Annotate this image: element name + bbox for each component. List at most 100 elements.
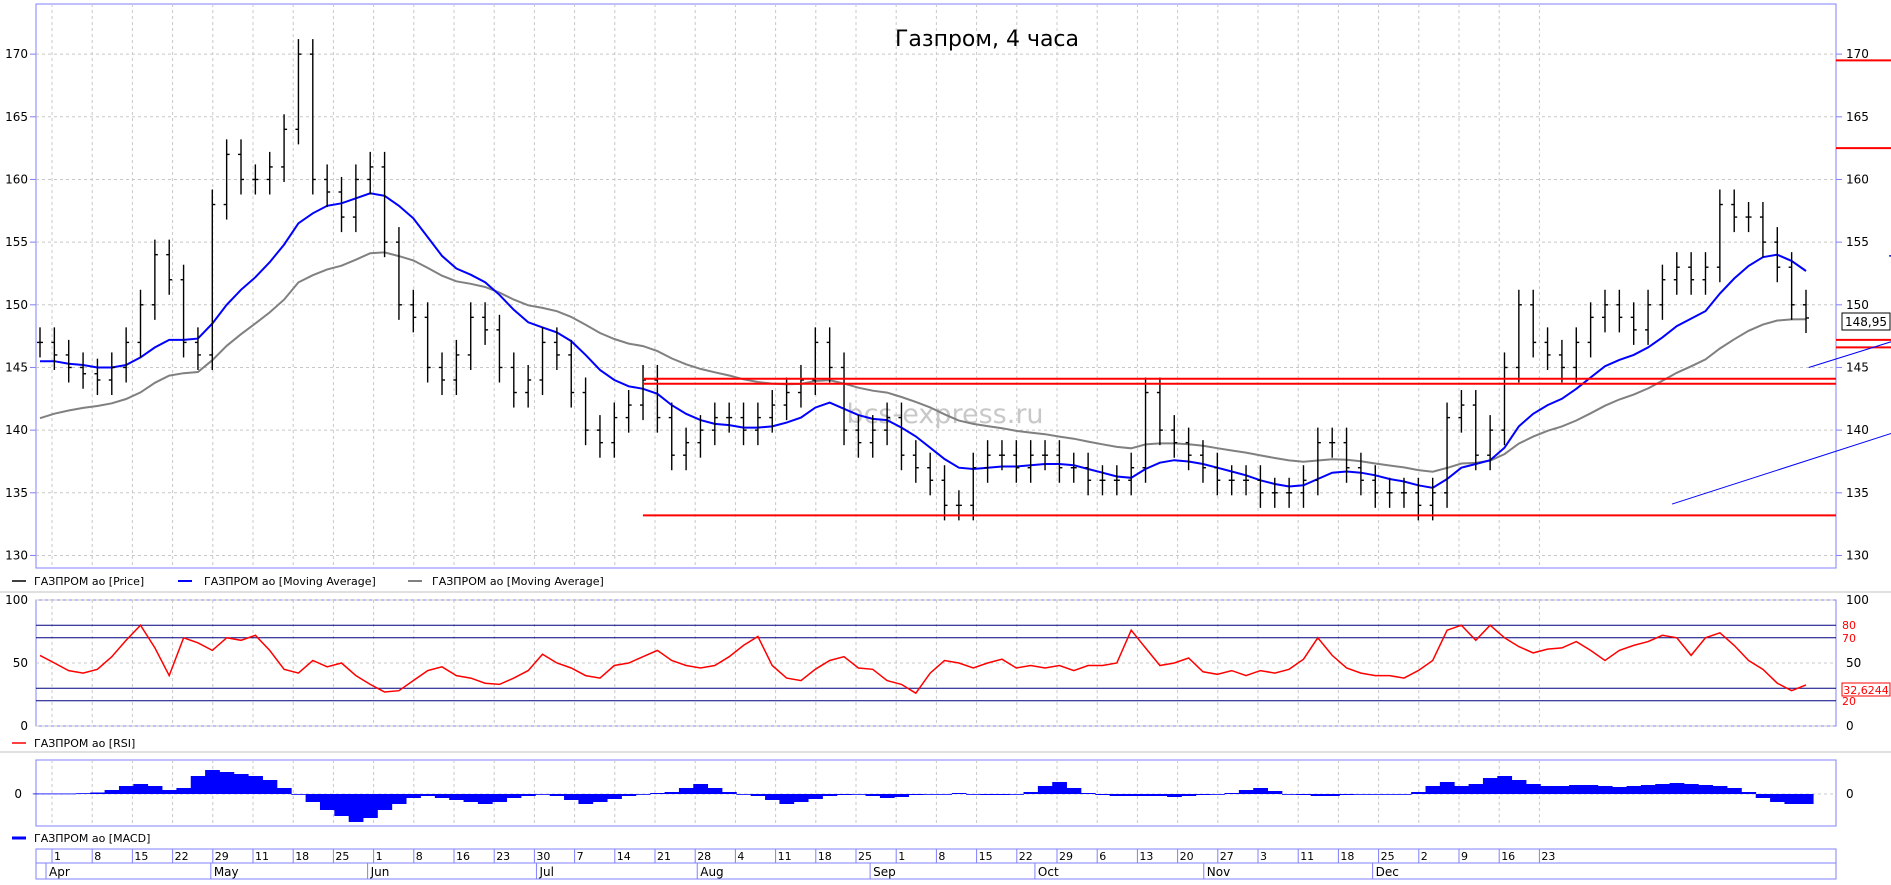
date-day-label: 30 [536,850,550,863]
price-bar [797,364,804,408]
date-month-label: Aug [700,865,723,879]
price-bar [1142,377,1149,483]
legend-price: ГАЗПРОМ ао [Price] [34,575,144,588]
legend-ma-slow: ГАЗПРОМ ао [Moving Average] [432,575,604,588]
macd-bar [1037,786,1053,794]
macd-bar [793,794,809,802]
price-bar [683,427,690,471]
macd-bar [1727,788,1742,794]
price-bar [1616,289,1623,333]
price-bar [1587,302,1594,358]
rsi-ytick-left: 0 [20,719,28,733]
price-bar [855,415,862,458]
price-bar [1199,440,1206,483]
price-bar [338,176,345,233]
macd-bar [1425,786,1441,794]
price-ytick-left: 150 [5,298,28,312]
macd-bar [291,794,307,795]
price-bar [625,390,632,433]
macd-bar [1712,786,1728,794]
macd-bar [1281,794,1297,795]
macd-bar [1669,783,1685,794]
price-bar [769,390,776,433]
price-bar [1415,477,1422,521]
macd-bar [1612,787,1627,794]
date-axis-months: Apr May Jun Jul Aug Sep Oct Nov Dec [45,863,1399,879]
date-day-label: 22 [1019,850,1033,863]
date-day-label: 15 [134,850,148,863]
ma-fast-line [40,192,1807,489]
price-bar [553,327,560,370]
price-bar [1788,252,1795,320]
price-ytick-right: 165 [1846,110,1869,124]
price-bar [1745,202,1752,233]
price-bar [1774,227,1781,283]
macd-bar [851,794,866,795]
price-bar [1601,289,1608,333]
macd-bar [363,794,378,818]
price-bar [740,402,747,446]
price-bar [1056,440,1063,483]
macd-bar [1023,792,1039,794]
price-bar [123,327,130,383]
macd-bar [47,793,62,795]
date-day-label: 16 [1501,850,1515,863]
macd-bar [908,794,924,795]
macd-bar [61,793,77,795]
macd-bar [104,790,120,794]
macd-bar [406,794,421,798]
price-bar [467,302,474,370]
price-bar [1515,289,1522,383]
macd-bar [205,770,220,794]
date-day-label: 1 [898,850,905,863]
date-day-label: 4 [737,850,744,863]
price-bar [381,151,388,258]
price-ytick-right: 135 [1846,486,1869,500]
price-bar [1314,427,1321,496]
macd-bar [1497,776,1513,794]
macd-bar [750,794,766,796]
date-day-label: 25 [858,850,872,863]
price-bar [238,139,245,195]
macd-bar [1124,794,1139,796]
price-ytick-left: 135 [5,486,28,500]
macd-bar [923,794,938,795]
macd-bar [592,794,608,802]
price-ytick-right: 140 [1846,423,1869,437]
date-day-label: 16 [456,850,470,863]
macd-bar [1526,784,1541,794]
price-bar [80,352,87,389]
price-bar [1027,440,1034,483]
price-bar [941,465,948,521]
macd-bar [1597,786,1613,794]
rsi-grid [36,599,1836,727]
price-bar [510,352,517,408]
date-month-label: Dec [1376,865,1399,879]
price-bar [1458,390,1465,433]
date-month-label: Apr [49,865,70,879]
macd-bar [520,794,536,796]
price-ytick-left: 165 [5,110,28,124]
macd-bar [32,793,48,795]
price-bar [1156,377,1163,446]
macd-bar [75,793,91,794]
date-day-label: 18 [818,850,832,863]
price-bar [324,164,331,208]
price-grid [36,4,1836,568]
date-day-label: 11 [778,850,792,863]
macd-bar [1411,792,1426,794]
rsi-yticks: 0 0 50 50 100 100 [5,593,1869,733]
date-day-label: 11 [255,850,269,863]
rsi-ytick-right: 0 [1846,719,1854,733]
price-ytick-left: 130 [5,548,28,562]
macd-bar [262,780,278,794]
date-axis-days: 1 8 15 22 29 11 18 25 1 8 16 23 30 7 14 21 28 4 11 18 25 1 8 15… [51,849,1555,863]
macd-ytick-right: 0 [1846,787,1854,801]
macd-bar [765,794,780,800]
macd-bar [966,794,981,795]
price-bar [1645,289,1652,345]
macd-bar [133,784,149,794]
price-bar [1286,477,1293,508]
price-bar [1702,252,1709,295]
macd-bar [937,794,953,795]
